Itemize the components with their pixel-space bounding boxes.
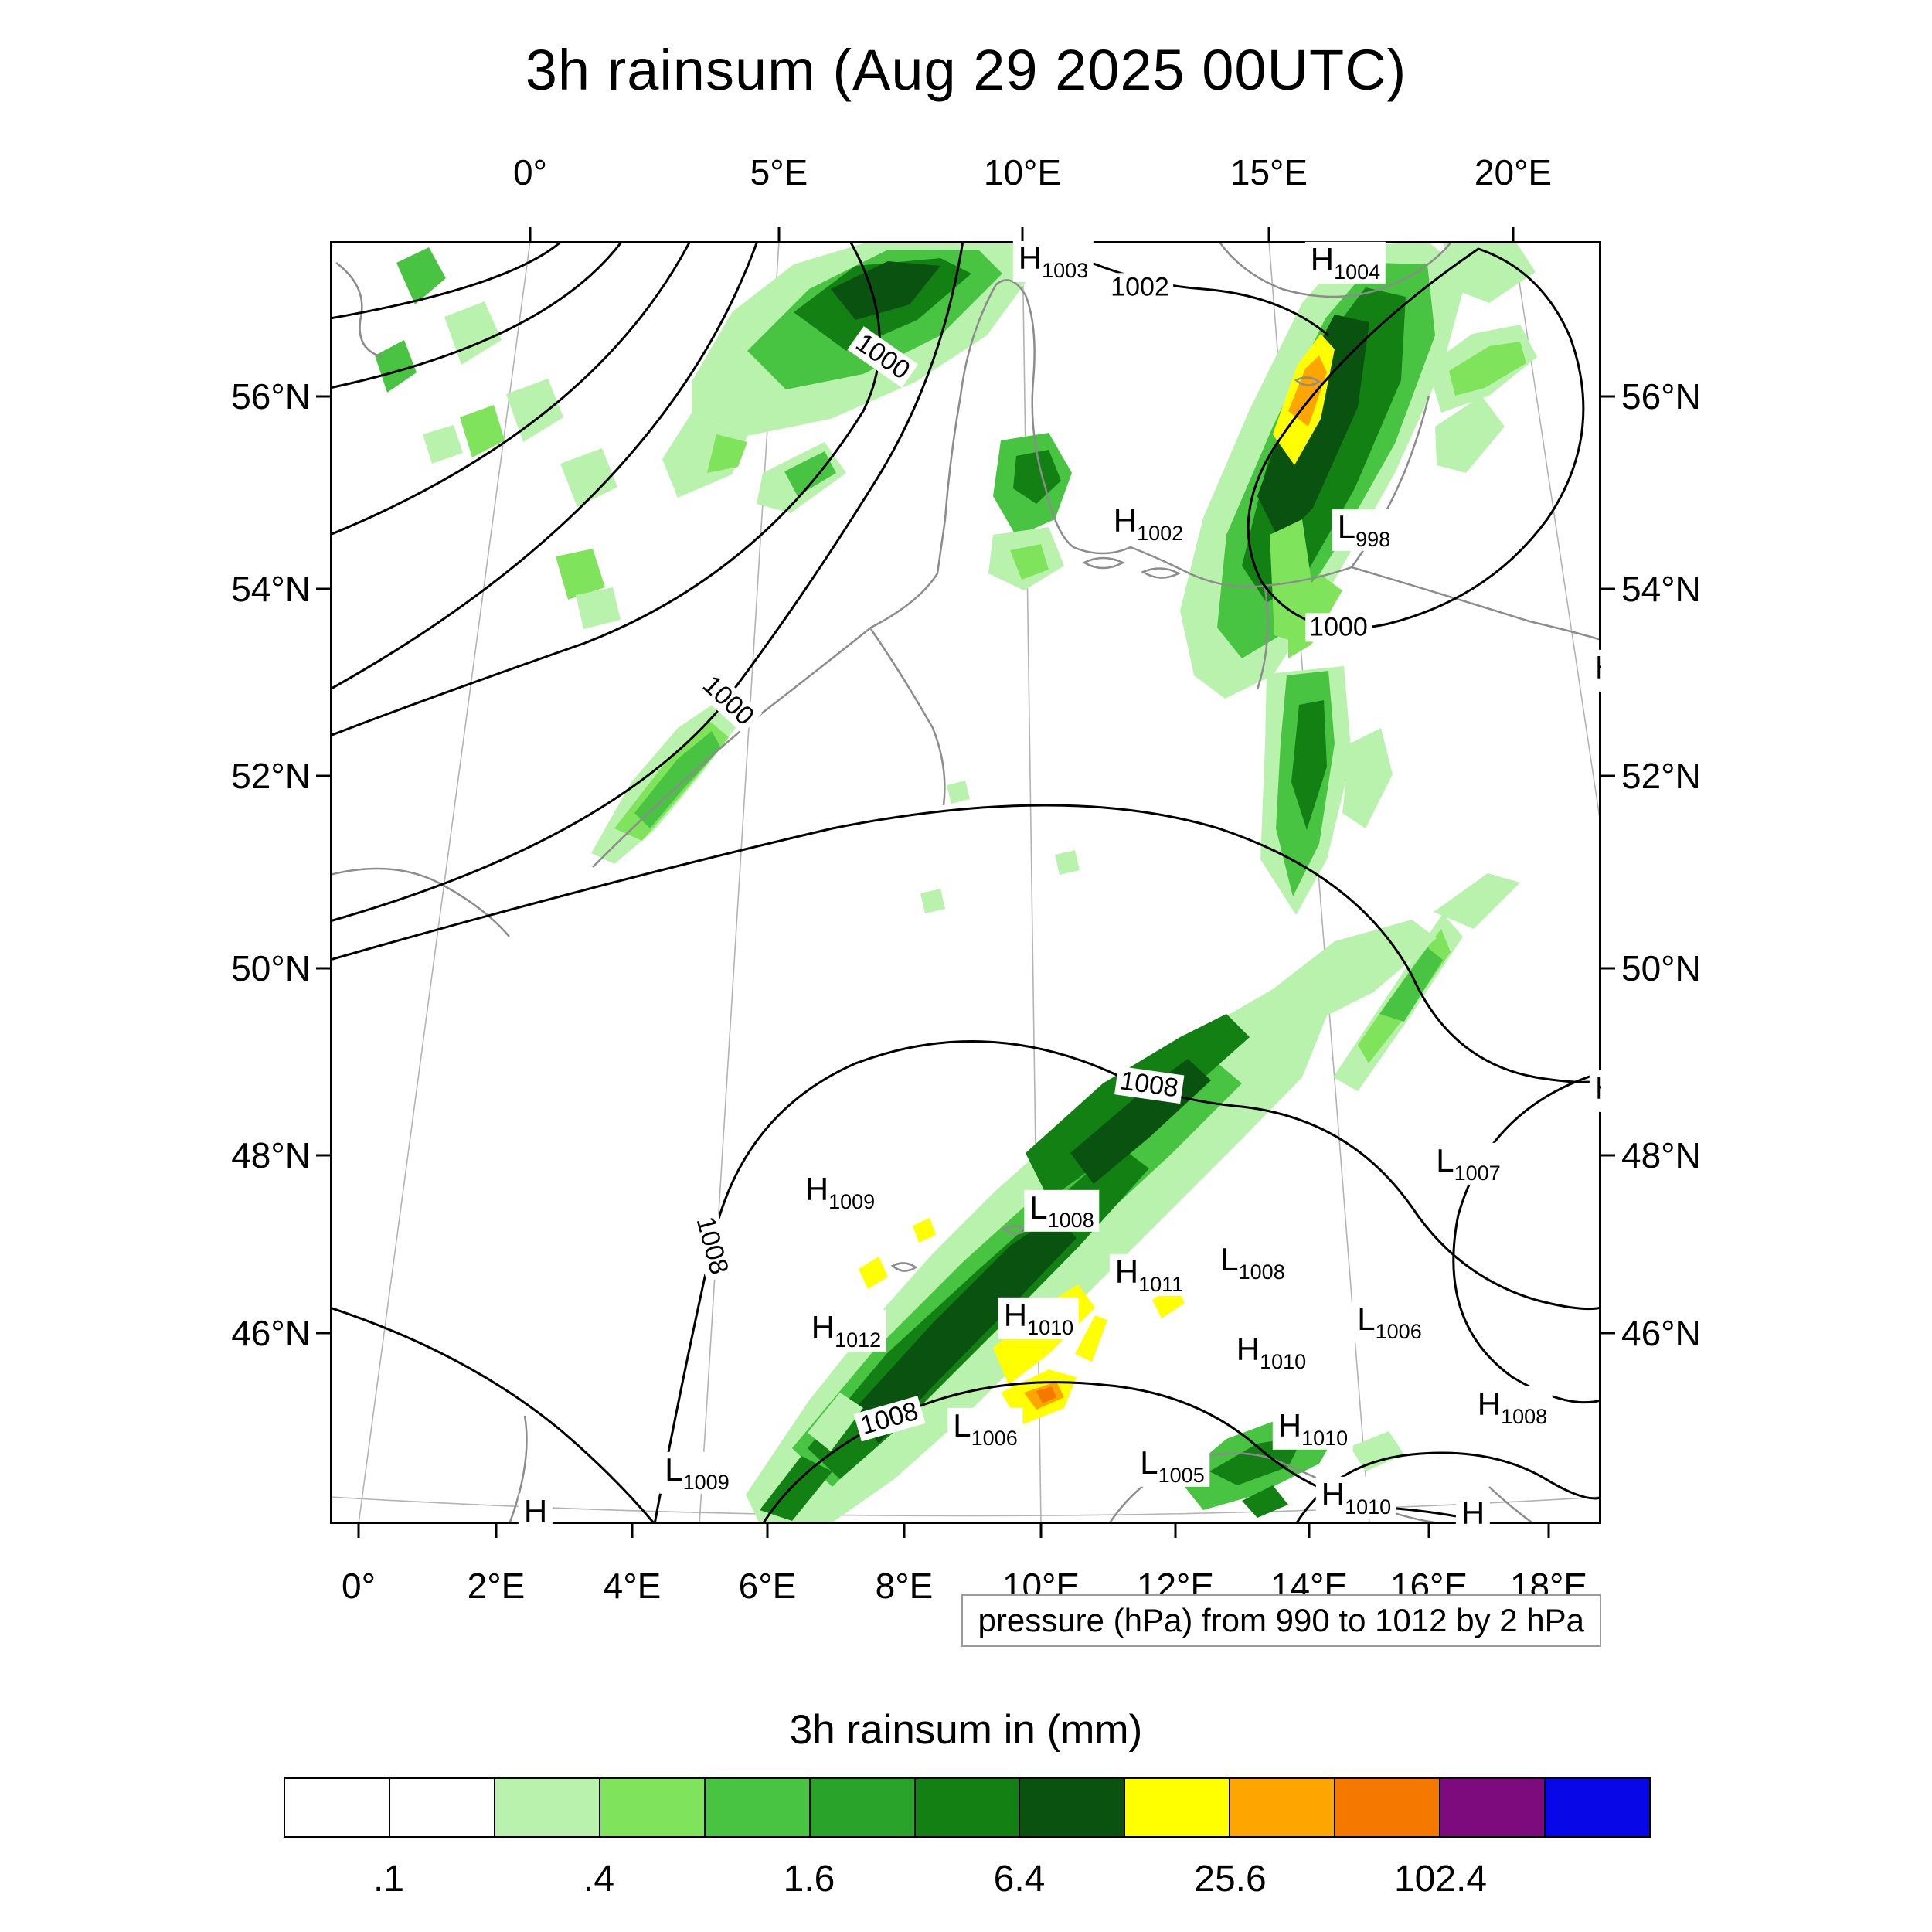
pressure-center-label: L1007: [1430, 1142, 1506, 1185]
map-panel: 1000 1002 1000 1000 1008 1008 1008 H1003…: [330, 241, 1601, 1524]
colorbar-cell: [705, 1779, 811, 1836]
top-axis-label: 15°E: [1230, 152, 1308, 192]
right-axis-label: 46°N: [1621, 1313, 1701, 1353]
bottom-axis-label: 0°: [342, 1566, 376, 1606]
colorbar: [284, 1777, 1651, 1838]
colorbar-cell: [1020, 1779, 1126, 1836]
top-axis-label: 0°: [513, 152, 547, 192]
pressure-center-label: H1010: [1315, 1476, 1397, 1519]
pressure-center-label: H1004: [1304, 241, 1386, 284]
bottom-axis-label: 2°E: [467, 1566, 526, 1606]
pressure-center-label: H1010: [1230, 1331, 1312, 1374]
pressure-center-label: H1008: [1471, 1386, 1553, 1429]
colorbar-tick-label: 25.6: [1194, 1859, 1267, 1900]
pressure-center-label: H: [1455, 1495, 1491, 1524]
isobar-label: 1002: [1107, 272, 1173, 302]
colorbar-cell: [1546, 1779, 1649, 1836]
top-axis-label: 20°E: [1474, 152, 1553, 192]
pressure-center-label: H1012: [805, 1309, 887, 1352]
pressure-center-label: L1008: [1024, 1189, 1100, 1233]
pressure-center-label: H1009: [799, 1171, 881, 1214]
map-border: [330, 241, 1601, 1524]
colorbar-tick-label: 6.4: [993, 1859, 1046, 1900]
left-axis-label: 52°N: [231, 756, 311, 796]
colorbar-title: 3h rainsum in (mm): [789, 1707, 1143, 1753]
left-axis-label: 48°N: [231, 1135, 311, 1175]
chart-title: 3h rainsum (Aug 29 2025 00UTC): [525, 38, 1407, 102]
pressure-center-label: L1005: [1134, 1444, 1210, 1488]
pressure-center-label: H1003: [1012, 241, 1094, 283]
colorbar-cell: [1230, 1779, 1336, 1836]
colorbar-cell: [1335, 1779, 1441, 1836]
colorbar-cell: [389, 1779, 495, 1836]
pressure-center-label: L998: [1332, 509, 1396, 552]
colorbar-cell: [495, 1779, 600, 1836]
pressure-center-label: H1002: [1107, 502, 1189, 546]
right-axis-label: 50°N: [1621, 948, 1701, 988]
colorbar-tick-label: 102.4: [1393, 1859, 1488, 1900]
pressure-center-label: H: [1589, 1070, 1601, 1113]
colorbar-tick-label: .4: [583, 1859, 615, 1900]
right-axis-label: 48°N: [1621, 1135, 1701, 1175]
left-axis-label: 46°N: [231, 1313, 311, 1353]
top-axis-label: 10°E: [983, 152, 1062, 192]
isobar-label: 1000: [1305, 612, 1372, 642]
pressure-center-label: L1006: [947, 1407, 1023, 1451]
pressure-center-label: H1010: [998, 1297, 1080, 1340]
colorbar-cell: [1125, 1779, 1231, 1836]
pressure-center-label: H1011: [1109, 1253, 1189, 1297]
pressure-center-label: L1009: [659, 1451, 735, 1495]
colorbar-tick-label: 1.6: [783, 1859, 835, 1900]
left-axis-label: 56°N: [231, 376, 311, 417]
bottom-axis-label: 4°E: [603, 1566, 662, 1606]
left-axis-label: 50°N: [231, 948, 311, 988]
left-axis-label: 54°N: [231, 569, 311, 609]
pressure-legend-note: pressure (hPa) from 990 to 1012 by 2 hPa: [961, 1594, 1601, 1647]
pressure-center-label: H: [1589, 649, 1601, 692]
right-axis-label: 54°N: [1621, 569, 1701, 609]
bottom-axis-label: 6°E: [738, 1566, 797, 1606]
right-axis-label: 56°N: [1621, 376, 1701, 417]
colorbar-cell: [600, 1779, 706, 1836]
colorbar-cell: [285, 1779, 390, 1836]
pressure-center-label: L1006: [1352, 1301, 1427, 1344]
pressure-center-label: H1010: [1272, 1407, 1354, 1451]
bottom-axis-label: 8°E: [875, 1566, 934, 1606]
colorbar-cell: [1440, 1779, 1546, 1836]
pressure-center-label: L1008: [1215, 1241, 1291, 1284]
top-axis-label: 5°E: [750, 152, 808, 192]
right-axis-label: 52°N: [1621, 756, 1701, 796]
colorbar-tick-label: .1: [372, 1859, 405, 1900]
colorbar-cell: [915, 1779, 1021, 1836]
pressure-center-label: H: [518, 1493, 553, 1524]
colorbar-cell: [810, 1779, 916, 1836]
